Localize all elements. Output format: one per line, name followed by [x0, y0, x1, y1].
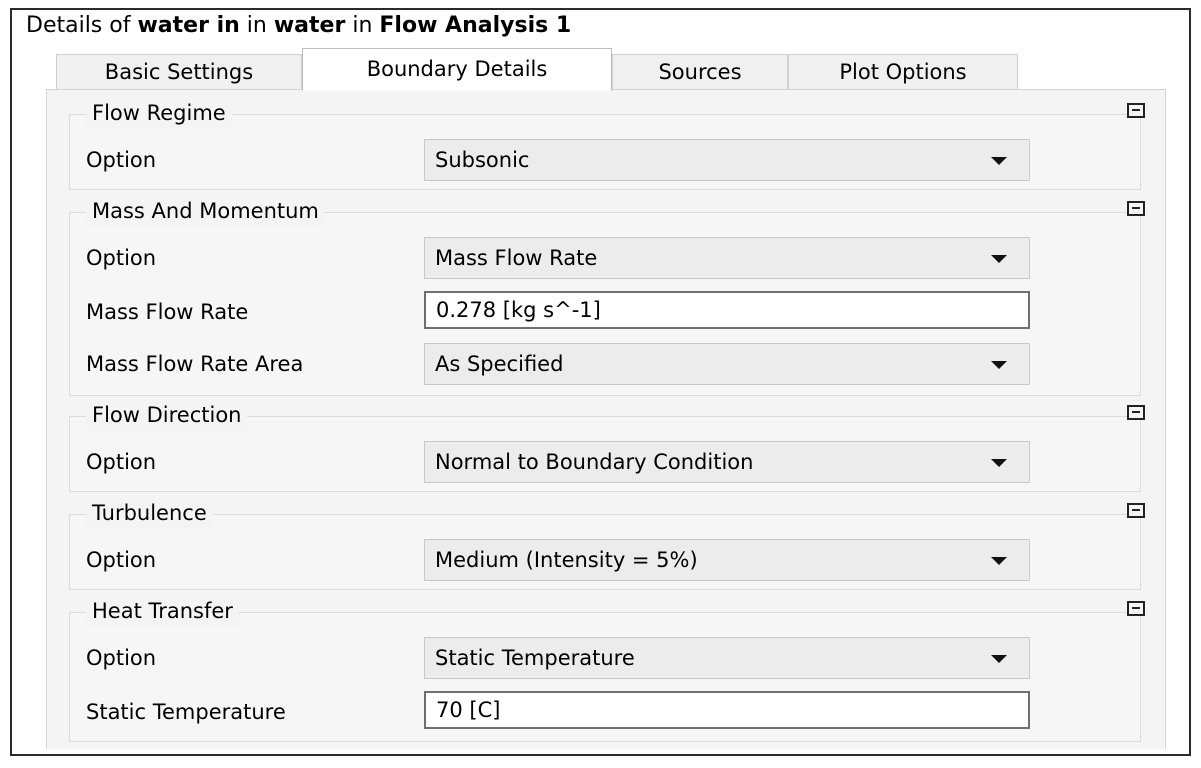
group-title: Heat Transfer — [86, 596, 239, 626]
title-domain: water — [273, 13, 346, 38]
option-label: Option — [86, 148, 157, 172]
flow-direction-option-select[interactable]: Normal to Boundary Condition — [424, 441, 1030, 483]
chevron-down-icon[interactable] — [991, 655, 1007, 663]
title-analysis: Flow Analysis 1 — [379, 13, 572, 38]
collapse-minus-icon[interactable] — [1127, 405, 1145, 420]
boundary-details-panel: Flow Regime Option Subsonic Mass And Mom… — [46, 89, 1166, 749]
turbulence-option-select[interactable]: Medium (Intensity = 5%) — [424, 539, 1030, 581]
mass-flow-rate-area-label: Mass Flow Rate Area — [86, 352, 304, 376]
form-row: Mass Flow Rate Area As Specified — [70, 341, 1140, 385]
title-in-1: in — [246, 13, 267, 38]
static-temperature-input[interactable]: 70 [C] — [424, 691, 1030, 729]
group-mass-and-momentum: Mass And Momentum Option Mass Flow Rate … — [69, 196, 1145, 396]
title-prefix: Details of — [26, 13, 131, 38]
form-row: Mass Flow Rate 0.278 [kg s^-1] — [70, 289, 1140, 333]
title-object: water in — [137, 13, 240, 38]
chevron-down-icon[interactable] — [991, 361, 1007, 369]
chevron-down-icon[interactable] — [991, 459, 1007, 467]
heat-transfer-option-select[interactable]: Static Temperature — [424, 637, 1030, 679]
form-row: Option Medium (Intensity = 5%) — [70, 537, 1140, 581]
tab-basic-settings[interactable]: Basic Settings — [56, 54, 302, 90]
chevron-down-icon[interactable] — [991, 557, 1007, 565]
select-value: Static Temperature — [435, 646, 635, 670]
group-flow-regime: Flow Regime Option Subsonic — [69, 98, 1145, 190]
collapse-minus-icon[interactable] — [1127, 201, 1145, 216]
tab-plot-options[interactable]: Plot Options — [788, 54, 1018, 90]
chevron-down-icon[interactable] — [991, 255, 1007, 263]
tab-boundary-details[interactable]: Boundary Details — [302, 48, 612, 91]
form-row: Static Temperature 70 [C] — [70, 689, 1140, 733]
group-title: Flow Direction — [86, 400, 248, 430]
collapse-minus-icon[interactable] — [1127, 103, 1145, 118]
form-row: Option Static Temperature — [70, 635, 1140, 679]
chevron-down-icon[interactable] — [991, 157, 1007, 165]
form-row: Option Mass Flow Rate — [70, 235, 1140, 279]
mass-flow-rate-area-select[interactable]: As Specified — [424, 343, 1030, 385]
details-title: Details of water in in water in Flow Ana… — [26, 8, 571, 44]
group-turbulence: Turbulence Option Medium (Intensity = 5%… — [69, 498, 1145, 590]
option-label: Option — [86, 646, 157, 670]
mass-momentum-option-select[interactable]: Mass Flow Rate — [424, 237, 1030, 279]
select-value: Medium (Intensity = 5%) — [435, 548, 698, 572]
mass-flow-rate-label: Mass Flow Rate — [86, 300, 249, 324]
collapse-minus-icon[interactable] — [1127, 601, 1145, 616]
form-row: Option Subsonic — [70, 137, 1140, 181]
tab-sources[interactable]: Sources — [612, 54, 788, 90]
select-value: Normal to Boundary Condition — [435, 450, 754, 474]
group-title: Flow Regime — [86, 98, 232, 128]
flow-regime-option-select[interactable]: Subsonic — [424, 139, 1030, 181]
option-label: Option — [86, 548, 157, 572]
group-title: Mass And Momentum — [86, 196, 325, 226]
collapse-minus-icon[interactable] — [1127, 503, 1145, 518]
group-title: Turbulence — [86, 498, 213, 528]
select-value: As Specified — [435, 352, 564, 376]
option-label: Option — [86, 246, 157, 270]
form-row: Option Normal to Boundary Condition — [70, 439, 1140, 483]
select-value: Mass Flow Rate — [435, 246, 598, 270]
select-value: Subsonic — [435, 148, 530, 172]
option-label: Option — [86, 450, 157, 474]
static-temperature-label: Static Temperature — [86, 700, 286, 724]
mass-flow-rate-input[interactable]: 0.278 [kg s^-1] — [424, 291, 1030, 329]
group-heat-transfer: Heat Transfer Option Static Temperature … — [69, 596, 1145, 742]
title-in-2: in — [352, 13, 373, 38]
group-flow-direction: Flow Direction Option Normal to Boundary… — [69, 400, 1145, 492]
